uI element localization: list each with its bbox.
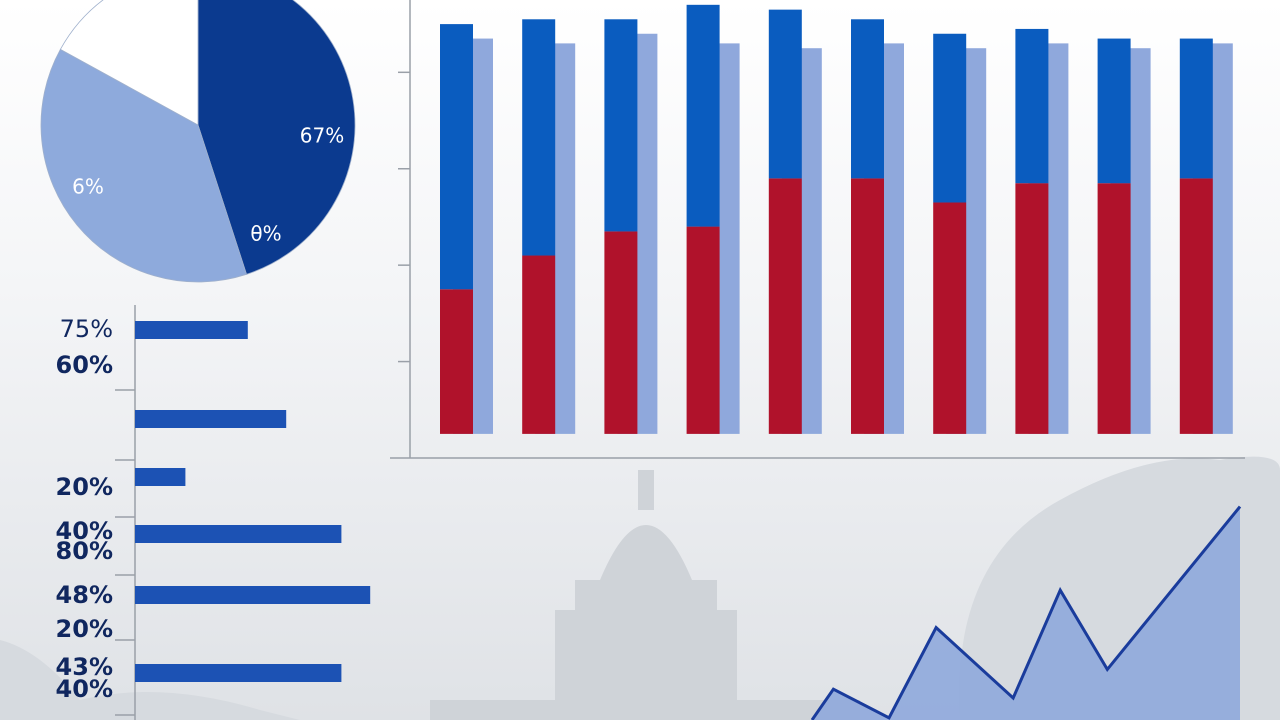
bar-segment: [522, 19, 556, 256]
bar-segment: [1097, 38, 1131, 184]
area-line: [810, 505, 1242, 720]
bar-segment: [1015, 183, 1049, 434]
hbar: [135, 410, 287, 428]
hbar-label: 40%: [56, 517, 113, 545]
bar-segment: [1015, 28, 1049, 184]
hbar-label: 20%: [56, 473, 113, 501]
bar-segment: [522, 255, 556, 434]
bar-segment: [1179, 178, 1213, 434]
area-fill: [812, 506, 1240, 720]
hbar-label: 40%: [56, 675, 113, 703]
hbar: [135, 664, 342, 682]
hbar: [135, 525, 342, 543]
hbar-label: 80%: [56, 537, 113, 565]
pie-slice: [197, 0, 356, 275]
bar-segment: [1179, 38, 1213, 179]
bar-segment: [440, 24, 473, 290]
hbar-label: 75%: [60, 315, 113, 343]
bar-segment: [768, 178, 802, 434]
pie-slice: [59, 0, 199, 126]
bar-segment: [604, 19, 638, 232]
bar-segment: [686, 4, 720, 227]
hbar: [135, 468, 186, 486]
bar-segment: [768, 9, 802, 179]
pie-label: θ%: [250, 222, 281, 246]
hbar: [135, 321, 248, 339]
capitol-silhouette: [430, 470, 860, 720]
pie-label: 67%: [300, 124, 344, 148]
axes: [115, 0, 1245, 720]
bar-segment: [851, 19, 884, 179]
hbar: [135, 586, 371, 604]
pie-slice: [40, 48, 248, 283]
pie-label: 6%: [72, 175, 104, 199]
hbar-label: 48%: [56, 581, 113, 609]
bar-segment: [933, 33, 967, 203]
bar-segment: [686, 226, 720, 434]
bar-segment: [851, 178, 884, 434]
hbar-label: 20%: [56, 615, 113, 643]
hbar-label: 60%: [56, 351, 113, 379]
hbar-label: 43%: [56, 653, 113, 681]
bar-segment: [1097, 183, 1131, 434]
bar-segment: [933, 202, 967, 434]
bar-segment: [604, 231, 638, 434]
bar-segment: [440, 289, 473, 434]
